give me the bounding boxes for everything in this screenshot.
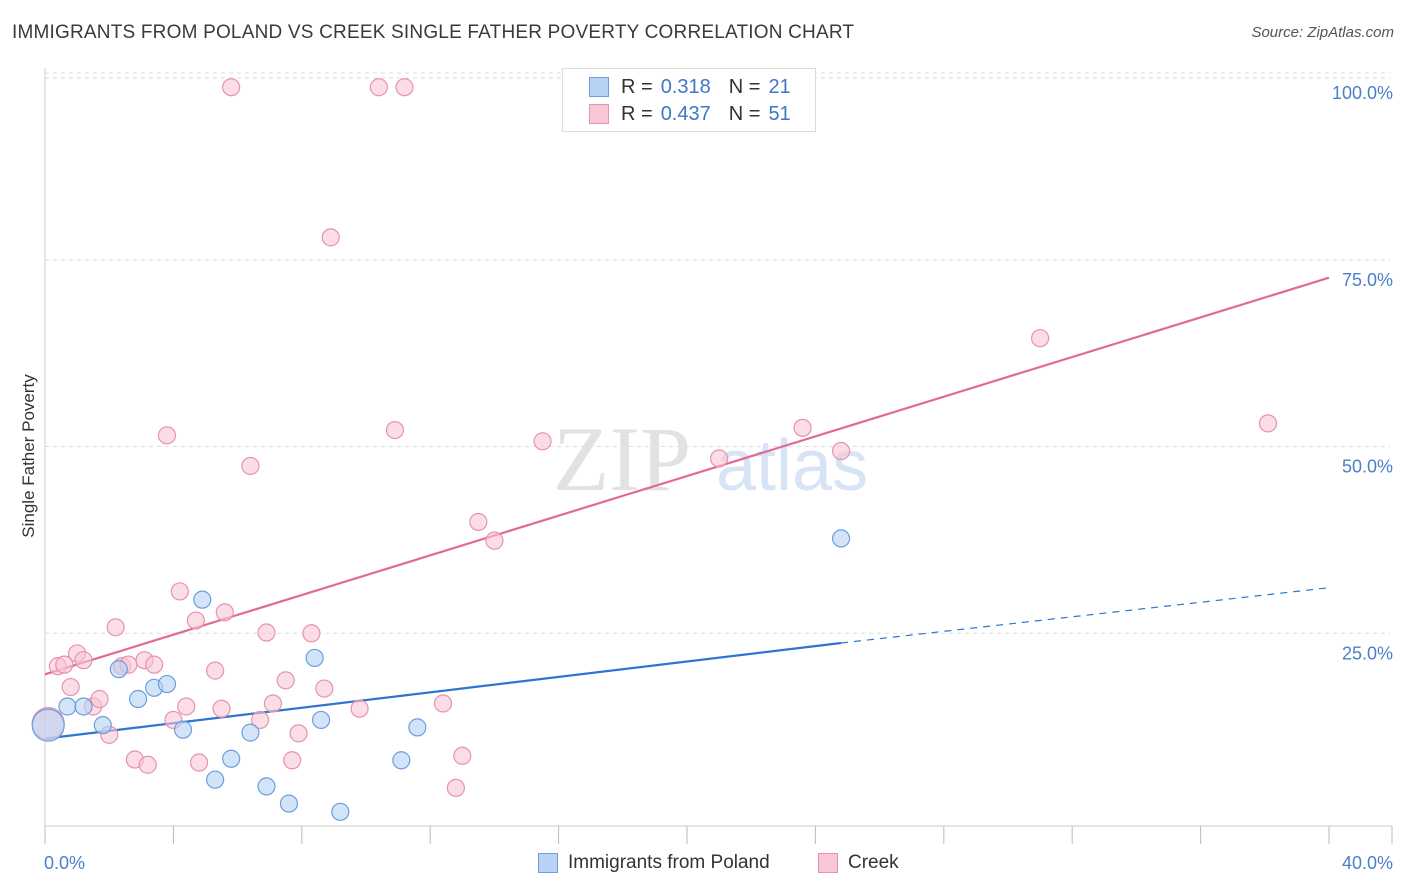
creek-swatch (818, 853, 838, 873)
poland-point (173, 720, 193, 739)
poland-swatch (589, 77, 609, 97)
creek-point (369, 78, 388, 97)
creek-point (283, 751, 302, 770)
watermark-atlas: atlas (716, 426, 868, 506)
creek-trend-line (44, 276, 1330, 676)
watermark: ZIP atlas (553, 408, 868, 510)
poland-point (31, 708, 65, 742)
poland-point (157, 674, 177, 694)
poland-point (193, 590, 212, 609)
poland-point (74, 697, 93, 716)
chart-title: IMMIGRANTS FROM POLAND VS CREEK SINGLE F… (12, 22, 855, 43)
poland-point (279, 794, 299, 813)
creek-point (276, 671, 295, 690)
legend-n-label: N = (728, 102, 761, 125)
poland-point (311, 710, 331, 730)
creek-point (215, 603, 234, 622)
bottom-legend-creek: Creek (818, 852, 899, 874)
creek-point (212, 699, 231, 718)
legend-n-value: 51 (768, 102, 791, 125)
creek-point (446, 778, 465, 798)
creek-point (395, 78, 414, 97)
creek-point (315, 679, 334, 698)
creek-point (263, 694, 283, 713)
creek-point (177, 697, 196, 716)
poland-trend-extension (841, 587, 1330, 644)
creek-point (250, 710, 270, 730)
poland-point (408, 718, 427, 737)
creek-point (433, 694, 453, 713)
creek-point (289, 724, 308, 743)
points-layer (31, 78, 1278, 821)
legend-r-value: 0.318 (660, 75, 711, 98)
creek-point (257, 623, 276, 642)
poland-point (257, 777, 276, 796)
legend-n-label: N = (728, 75, 761, 98)
legend-r-label: R = (621, 102, 653, 125)
watermark-zip: ZIP (553, 408, 691, 510)
creek-point (469, 512, 488, 532)
creek-point (186, 611, 205, 630)
poland-point (222, 749, 241, 768)
legend-n-value: 21 (768, 75, 791, 98)
creek-point (241, 456, 260, 476)
creek-point (90, 689, 109, 709)
legend-row-poland: R = 0.318 N = 21 (589, 74, 809, 100)
grid-layer (45, 72, 1390, 634)
creek-point (485, 531, 504, 550)
poland-legend-label: Immigrants from Poland (568, 852, 770, 873)
creek-point (453, 746, 472, 765)
poland-point (831, 529, 851, 548)
legend-r-value: 0.437 (660, 102, 711, 125)
bottom-legend-poland: Immigrants from Poland (538, 852, 770, 874)
creek-point (170, 582, 189, 601)
x-tick-label: 0.0% (44, 853, 85, 873)
poland-point (109, 660, 128, 679)
creek-point (55, 655, 74, 674)
poland-point (206, 770, 225, 789)
creek-legend-label: Creek (848, 852, 899, 873)
y-axis-label: Single Father Poverty (19, 374, 38, 538)
axis-layer (44, 68, 1393, 844)
legend-r-label: R = (621, 75, 653, 98)
poland-swatch (538, 853, 558, 873)
creek-point (1258, 414, 1278, 433)
poland-point (241, 723, 260, 742)
creek-point (106, 618, 125, 637)
correlation-legend: R = 0.318 N = 21 R = 0.437 N = 51 (562, 68, 816, 132)
creek-point (793, 418, 812, 437)
legend-row-creek: R = 0.437 N = 51 (589, 101, 809, 127)
creek-point (74, 651, 93, 670)
creek-point (61, 677, 80, 697)
creek-point (350, 699, 369, 718)
x-tick-label: 40.0% (1342, 853, 1393, 873)
creek-point (1030, 329, 1050, 348)
tick-label-layer: 25.0% 50.0% 75.0% 100.0% 0.0% 40.0% (44, 83, 1393, 873)
creek-point (138, 755, 157, 774)
creek-swatch (589, 104, 609, 124)
poland-point (128, 689, 148, 709)
creek-point (222, 78, 241, 97)
poland-point (58, 697, 77, 716)
source-label: Source: ZipAtlas.com (1251, 24, 1394, 41)
creek-point (709, 449, 729, 468)
creek-point (385, 420, 404, 440)
creek-point (302, 624, 321, 643)
creek-point (533, 432, 552, 451)
creek-point (157, 426, 177, 445)
poland-point (93, 716, 112, 735)
creek-point (831, 441, 851, 461)
creek-point (321, 228, 340, 247)
creek-point (145, 655, 164, 674)
poland-point (392, 751, 411, 770)
creek-point (189, 753, 209, 772)
poland-point (305, 648, 324, 668)
poland-point (331, 802, 350, 821)
y-tick-label: 100.0% (1332, 83, 1393, 103)
y-tick-label: 25.0% (1342, 643, 1393, 663)
y-tick-label: 75.0% (1342, 270, 1393, 290)
y-tick-label: 50.0% (1342, 457, 1393, 477)
creek-point (206, 661, 225, 680)
